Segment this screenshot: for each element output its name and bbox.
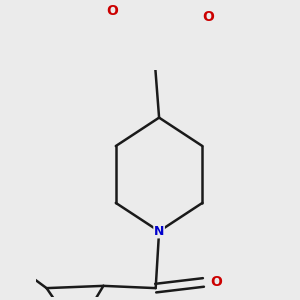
Text: O: O <box>210 275 222 290</box>
Text: N: N <box>154 225 164 238</box>
Text: O: O <box>106 4 119 18</box>
Text: O: O <box>202 11 214 24</box>
